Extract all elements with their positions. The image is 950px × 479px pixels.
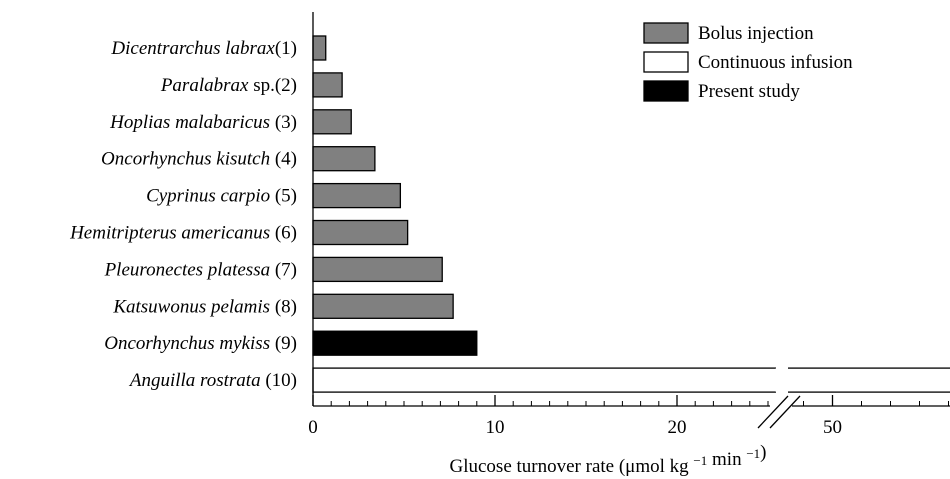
category-label-10: Anguilla rostrata (10) xyxy=(128,370,297,391)
legend-label: Continuous infusion xyxy=(698,52,853,73)
reference-number: (9) xyxy=(270,333,297,354)
reference-number: (8) xyxy=(270,296,297,317)
reference-number: (2) xyxy=(275,75,297,96)
legend-swatch xyxy=(643,80,689,102)
bar-1 xyxy=(312,35,327,61)
axis-break-mark xyxy=(769,395,801,429)
bar-2 xyxy=(312,72,343,98)
category-label-3: Hoplias malabaricus (3) xyxy=(109,112,297,133)
species-name: Pleuronectes platessa xyxy=(104,259,271,280)
species-name: Hemitripterus americanus xyxy=(69,223,270,244)
bar-7 xyxy=(312,256,443,283)
category-label-9: Oncorhynchus mykiss (9) xyxy=(104,333,297,354)
axis-break-layer xyxy=(757,395,801,429)
category-label-6: Hemitripterus americanus (6) xyxy=(69,223,297,244)
legend-swatch xyxy=(643,51,689,73)
species-name: Oncorhynchus kisutch xyxy=(101,149,270,170)
reference-number: (6) xyxy=(270,223,297,244)
reference-number: (3) xyxy=(270,112,297,133)
species-suffix: sp. xyxy=(248,75,274,96)
reference-number: (7) xyxy=(270,259,297,280)
species-name: Anguilla rostrata xyxy=(128,370,261,391)
x-axis-title: Glucose turnover rate (μmol kg −1 min −1… xyxy=(450,442,767,477)
x-tick-label: 0 xyxy=(308,417,318,438)
category-label-8: Katsuwonus pelamis (8) xyxy=(112,296,297,317)
bars-layer xyxy=(312,35,950,395)
legend-label: Present study xyxy=(698,81,800,102)
category-label-7: Pleuronectes platessa (7) xyxy=(104,259,297,280)
category-label-5: Cyprinus carpio (5) xyxy=(146,186,297,207)
legend-label: Bolus injection xyxy=(698,23,814,44)
species-name: Oncorhynchus mykiss xyxy=(104,333,270,354)
bar-4 xyxy=(312,146,376,172)
bar-3 xyxy=(312,109,352,135)
bar-5 xyxy=(312,182,402,209)
category-label-4: Oncorhynchus kisutch (4) xyxy=(101,149,297,170)
axis-layer: 01020506070 xyxy=(308,12,950,438)
category-labels-layer: Dicentrarchus labrax(1) Paralabrax sp.(2)… xyxy=(69,38,297,391)
species-name: Cyprinus carpio xyxy=(146,186,270,207)
legend: Bolus injection Continuous infusion Presen… xyxy=(643,22,853,102)
species-name: Hoplias malabaricus xyxy=(109,112,270,133)
species-name: Dicentrarchus labrax xyxy=(110,38,275,59)
species-name: Katsuwonus pelamis xyxy=(112,296,270,317)
bar-10 xyxy=(312,367,950,393)
species-name: Paralabrax xyxy=(160,75,249,96)
x-tick-label: 50 xyxy=(823,417,842,438)
legend-swatch xyxy=(643,22,689,44)
reference-number: (1) xyxy=(275,38,297,59)
category-label-2: Paralabrax sp.(2) xyxy=(160,75,297,96)
axis-break-mark xyxy=(757,395,789,429)
x-tick-label: 10 xyxy=(486,417,505,438)
bar-break-gap xyxy=(776,366,788,395)
bar-8 xyxy=(312,293,454,319)
reference-number: (4) xyxy=(270,149,297,170)
bar-9 xyxy=(312,330,478,356)
reference-number: (10) xyxy=(261,370,297,391)
reference-number: (5) xyxy=(270,186,297,207)
bar-6 xyxy=(312,219,409,246)
x-tick-label: 20 xyxy=(668,417,687,438)
category-label-1: Dicentrarchus labrax(1) xyxy=(110,38,297,59)
